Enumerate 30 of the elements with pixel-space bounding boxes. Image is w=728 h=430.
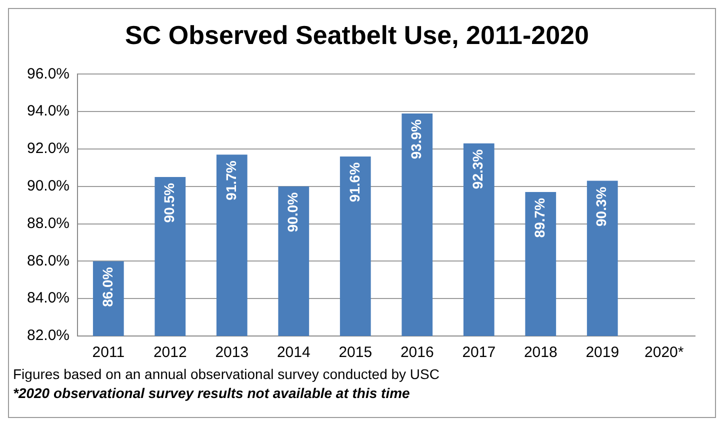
data-label: 93.9% (408, 118, 424, 160)
data-label: 90.3% (593, 186, 610, 226)
data-label: 92.3% (470, 148, 486, 190)
y-tick-label: 90.0% (26, 178, 70, 195)
chart-title: SC Observed Seatbelt Use, 2011-2020 (125, 20, 589, 50)
x-tick-label: 2018 (524, 344, 558, 362)
data-label: 91.7% (222, 160, 239, 200)
x-tick-label: 2011 (92, 344, 125, 362)
text: *2020 observational survey results not available at this time (12, 384, 411, 403)
y-tick-label: 82.0% (26, 327, 70, 344)
data-label: 90.5% (161, 182, 178, 223)
y-tick-label: 86.0% (26, 252, 70, 270)
y-tick-label: 96.0% (26, 65, 70, 82)
x-tick-label: 2016 (400, 344, 434, 362)
data-label: 90.0% (284, 192, 301, 232)
x-tick-label: 2017 (462, 344, 496, 362)
x-tick-label: 2012 (153, 344, 187, 362)
x-tick-label: 2020* (644, 344, 684, 362)
data-label: 91.6% (346, 162, 362, 202)
data-label: 89.7% (531, 197, 548, 238)
x-tick-label: 2015 (338, 344, 372, 362)
y-tick-label: 84.0% (26, 290, 70, 307)
x-tick-label: 2013 (215, 344, 249, 362)
x-tick-label: 2019 (586, 344, 620, 362)
data-label: 86.0% (99, 266, 116, 307)
text: Figures based on an annual observational survey conducted by USC (12, 365, 440, 384)
x-tick-label: 2014 (276, 344, 310, 362)
y-tick-label: 92.0% (26, 140, 70, 158)
y-tick-label: 94.0% (26, 102, 70, 120)
y-tick-label: 88.0% (26, 214, 70, 232)
